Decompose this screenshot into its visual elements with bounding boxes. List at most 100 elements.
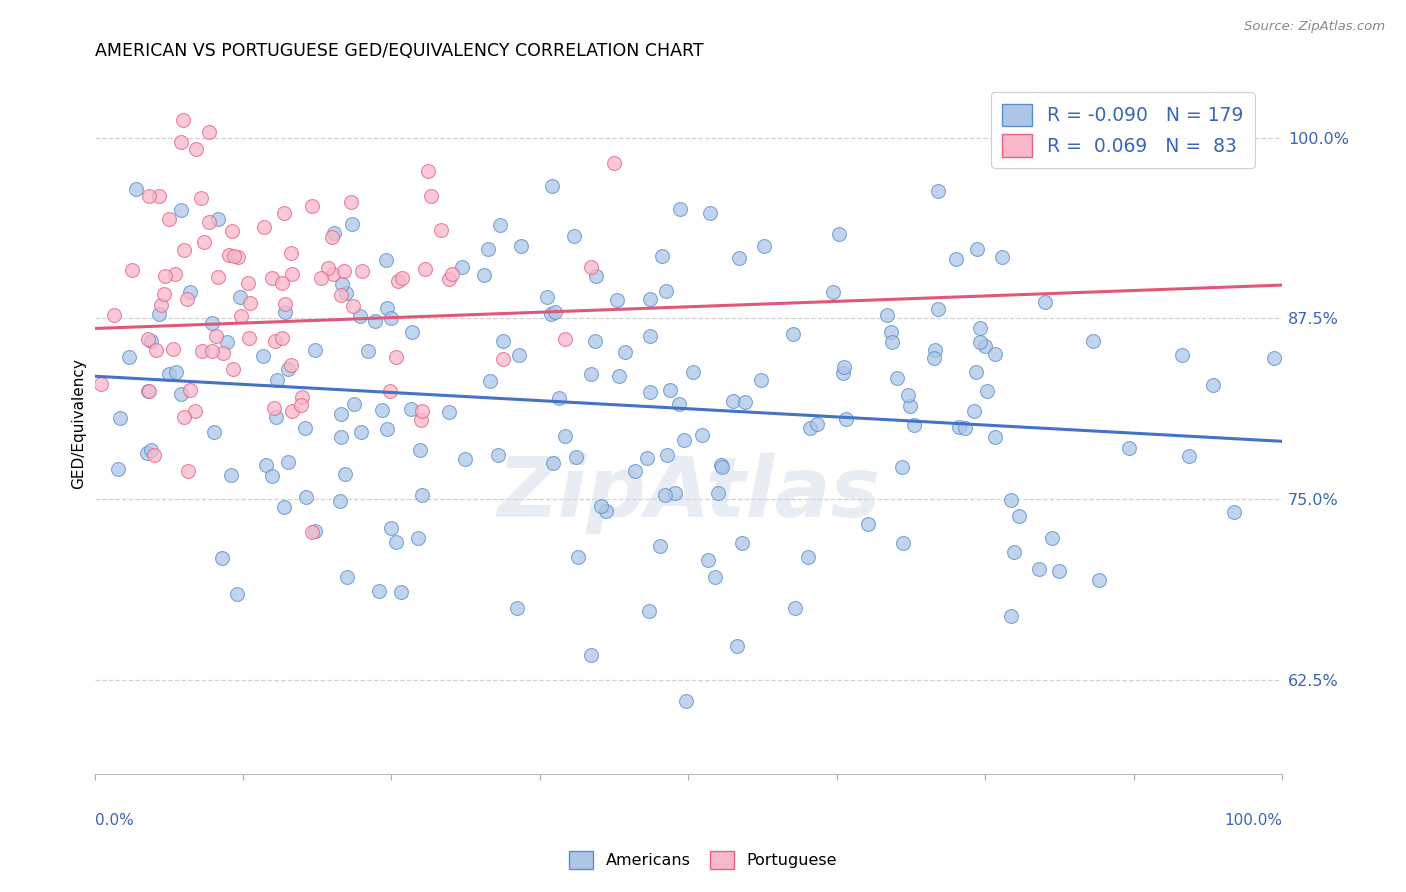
Point bbox=[706, 486, 728, 500]
Point bbox=[945, 252, 967, 267]
Point bbox=[976, 384, 998, 398]
Point bbox=[974, 339, 997, 353]
Point bbox=[595, 504, 617, 518]
Point bbox=[217, 335, 239, 350]
Point bbox=[225, 587, 247, 601]
Point bbox=[165, 365, 187, 379]
Point bbox=[238, 277, 260, 291]
Point bbox=[256, 458, 278, 472]
Point bbox=[655, 448, 678, 462]
Point bbox=[266, 373, 288, 387]
Point bbox=[603, 156, 626, 170]
Point bbox=[472, 268, 495, 283]
Point bbox=[371, 403, 394, 417]
Point bbox=[927, 184, 949, 198]
Point bbox=[139, 334, 162, 348]
Point bbox=[304, 524, 326, 538]
Point bbox=[198, 125, 221, 139]
Point bbox=[1047, 564, 1070, 578]
Point bbox=[301, 524, 323, 539]
Point bbox=[699, 205, 721, 219]
Point bbox=[797, 549, 820, 564]
Point bbox=[418, 164, 440, 178]
Point bbox=[385, 534, 408, 549]
Point bbox=[562, 229, 585, 244]
Point bbox=[673, 433, 696, 447]
Point bbox=[1177, 449, 1199, 463]
Point bbox=[367, 584, 389, 599]
Point bbox=[333, 467, 356, 481]
Point bbox=[492, 334, 515, 348]
Point bbox=[153, 269, 176, 284]
Point bbox=[638, 293, 661, 307]
Point bbox=[704, 570, 727, 584]
Point bbox=[304, 343, 326, 357]
Point bbox=[149, 297, 172, 311]
Text: Source: ZipAtlas.com: Source: ZipAtlas.com bbox=[1244, 20, 1385, 33]
Point bbox=[375, 253, 398, 268]
Point bbox=[1040, 531, 1063, 545]
Point bbox=[922, 351, 945, 365]
Point bbox=[162, 342, 184, 356]
Point bbox=[876, 308, 898, 322]
Point bbox=[782, 327, 804, 342]
Point bbox=[342, 299, 364, 313]
Point bbox=[710, 458, 733, 472]
Point bbox=[682, 365, 704, 379]
Point bbox=[201, 316, 224, 330]
Point bbox=[411, 413, 433, 427]
Point bbox=[710, 459, 733, 474]
Point bbox=[948, 420, 970, 434]
Point bbox=[349, 309, 371, 323]
Point bbox=[1118, 441, 1140, 455]
Point bbox=[990, 251, 1012, 265]
Point bbox=[540, 307, 562, 321]
Point bbox=[965, 365, 987, 379]
Point bbox=[295, 490, 318, 504]
Legend: R = -0.090   N = 179, R =  0.069   N =  83: R = -0.090 N = 179, R = 0.069 N = 83 bbox=[991, 93, 1256, 168]
Point bbox=[118, 350, 141, 364]
Point bbox=[260, 468, 283, 483]
Point bbox=[145, 343, 167, 357]
Point bbox=[277, 362, 299, 376]
Point bbox=[579, 648, 602, 663]
Point bbox=[962, 404, 984, 418]
Point bbox=[856, 516, 879, 531]
Point bbox=[654, 284, 676, 298]
Point bbox=[613, 344, 636, 359]
Point bbox=[205, 329, 228, 343]
Point bbox=[157, 212, 180, 227]
Point bbox=[541, 179, 564, 194]
Point bbox=[581, 367, 603, 381]
Point bbox=[486, 448, 509, 462]
Point bbox=[322, 267, 344, 281]
Point bbox=[638, 329, 661, 343]
Point bbox=[636, 450, 658, 465]
Point bbox=[173, 243, 195, 257]
Point bbox=[650, 539, 672, 553]
Point bbox=[176, 292, 198, 306]
Point bbox=[664, 486, 686, 500]
Point bbox=[669, 202, 692, 216]
Point bbox=[579, 260, 602, 275]
Point bbox=[277, 455, 299, 469]
Point bbox=[139, 443, 162, 458]
Point bbox=[411, 488, 433, 502]
Point bbox=[544, 305, 567, 319]
Legend: Americans, Portuguese: Americans, Portuguese bbox=[562, 845, 844, 875]
Point bbox=[263, 401, 285, 416]
Point bbox=[508, 348, 530, 362]
Point bbox=[1083, 334, 1105, 348]
Point bbox=[506, 601, 529, 615]
Point bbox=[897, 387, 920, 401]
Point bbox=[204, 425, 226, 439]
Point bbox=[184, 142, 207, 156]
Point bbox=[212, 346, 235, 360]
Text: AMERICAN VS PORTUGUESE GED/EQUIVALENCY CORRELATION CHART: AMERICAN VS PORTUGUESE GED/EQUIVALENCY C… bbox=[94, 42, 703, 60]
Point bbox=[90, 377, 112, 392]
Point bbox=[274, 296, 297, 310]
Point bbox=[218, 248, 240, 262]
Point bbox=[832, 359, 855, 374]
Point bbox=[654, 488, 676, 502]
Point bbox=[638, 384, 661, 399]
